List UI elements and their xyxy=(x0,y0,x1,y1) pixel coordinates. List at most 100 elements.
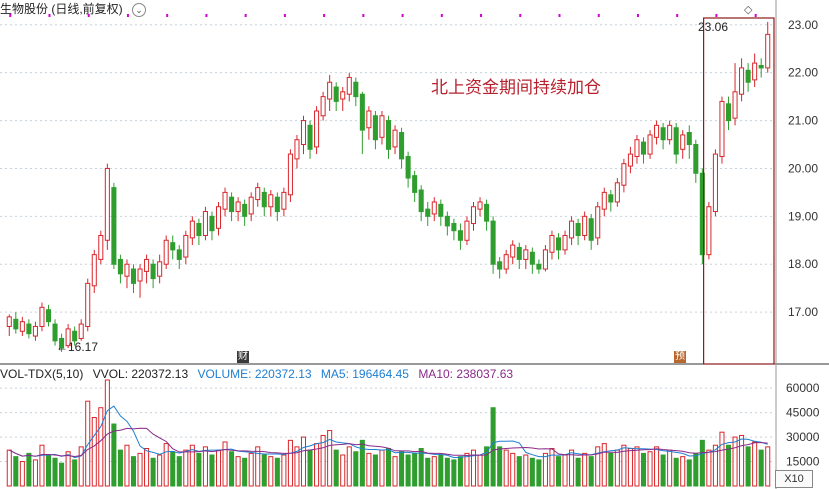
candle-body xyxy=(712,153,718,213)
volume-bar xyxy=(65,451,71,487)
candle-body xyxy=(91,254,97,287)
volume-bar xyxy=(745,446,751,487)
candle-body xyxy=(117,258,123,275)
candle-body xyxy=(346,76,352,95)
volume-bar xyxy=(490,407,496,487)
volume-bar xyxy=(640,452,647,487)
volume-bar xyxy=(314,443,320,487)
candle-body xyxy=(209,215,215,232)
volume-indicator-name[interactable]: VOL-TDX(5,10) xyxy=(0,367,84,381)
candle-body xyxy=(614,182,620,203)
volume-bar xyxy=(59,462,65,487)
candle-body xyxy=(542,249,548,270)
candle-body xyxy=(314,110,320,148)
volume-bar xyxy=(725,444,732,487)
candle-body xyxy=(59,337,65,349)
candle-body xyxy=(300,120,307,146)
volume-bar xyxy=(300,436,307,487)
diamond-icon[interactable]: ◇ xyxy=(744,4,753,16)
candle-body xyxy=(39,306,45,327)
candle-body xyxy=(673,127,679,155)
volume-bar xyxy=(621,444,627,487)
candle-body xyxy=(536,263,542,270)
volume-bar xyxy=(418,447,424,487)
volume-bar xyxy=(438,454,444,487)
volume-bar xyxy=(385,447,392,487)
candle-body xyxy=(706,206,712,256)
candle-body xyxy=(52,323,58,342)
candle-body xyxy=(242,203,248,217)
candle-body xyxy=(725,103,732,122)
candle-body xyxy=(333,86,339,102)
price-tick-label: 17.00 xyxy=(788,305,818,319)
volume-bar xyxy=(555,456,562,487)
candle-body xyxy=(294,139,300,160)
volume-bar xyxy=(667,449,673,487)
candle-body xyxy=(327,81,333,100)
volume-bar xyxy=(137,452,143,487)
volume-bar xyxy=(327,430,333,487)
candle-body xyxy=(470,206,477,225)
candle-body xyxy=(72,330,78,342)
volume-bar xyxy=(130,456,137,487)
volume-bar xyxy=(503,449,509,487)
x10-button[interactable]: X10 xyxy=(775,470,813,488)
volume-bar xyxy=(732,436,738,487)
volume-bar xyxy=(719,431,725,487)
volume-bar xyxy=(45,454,52,487)
forecast-tag[interactable]: 预 xyxy=(674,351,686,363)
volume-bar xyxy=(608,452,614,487)
candle-body xyxy=(516,246,522,260)
volume-tick-label: 60000 xyxy=(786,381,820,395)
volume-bar xyxy=(614,449,620,487)
low-price-label: ←16.17 xyxy=(56,340,99,354)
event-marker xyxy=(87,14,90,17)
candle-body xyxy=(595,206,601,239)
chevron-down-icon[interactable]: ⌄ xyxy=(132,2,147,17)
volume-bar xyxy=(202,446,208,487)
volume-bar xyxy=(693,452,699,487)
candle-body xyxy=(562,234,568,251)
candle-body xyxy=(353,81,359,98)
volume-bar xyxy=(497,446,503,487)
candle-body xyxy=(654,124,660,138)
event-marker xyxy=(401,14,404,17)
candle-body xyxy=(627,153,633,167)
candle-body xyxy=(222,191,228,210)
candle-body xyxy=(588,218,594,241)
volume-bar xyxy=(85,400,91,487)
volume-bars xyxy=(6,379,771,487)
volume-bar xyxy=(706,449,712,487)
volume-bar xyxy=(196,452,202,487)
candle-body xyxy=(752,62,758,81)
candle-body xyxy=(385,120,392,150)
volume-tick-label: 15000 xyxy=(786,455,820,469)
volume-bar xyxy=(111,423,117,487)
volume-bar xyxy=(346,446,352,487)
candle-body xyxy=(464,220,470,241)
candle-body xyxy=(549,234,555,253)
volume-bar xyxy=(340,454,346,487)
price-tick-label: 22.00 xyxy=(788,66,818,80)
volume-bar xyxy=(6,449,12,487)
volume-bar xyxy=(595,446,601,487)
volume-bar xyxy=(451,459,457,487)
candle-body xyxy=(176,249,182,260)
volume-bar xyxy=(765,446,771,487)
candle-body xyxy=(555,237,562,251)
volume-bar xyxy=(634,446,640,487)
price-candles xyxy=(6,17,775,365)
volume-bar xyxy=(248,452,254,487)
volume-bar xyxy=(549,447,555,487)
candle-body xyxy=(457,230,463,241)
event-marker xyxy=(636,14,639,17)
event-marker xyxy=(323,14,326,17)
candle-body xyxy=(582,215,588,236)
volume-bar xyxy=(307,449,313,487)
event-marker xyxy=(558,14,561,17)
event-marker xyxy=(715,14,718,17)
volume-bar xyxy=(739,434,745,487)
financial-report-tag[interactable]: 财 xyxy=(237,351,249,363)
